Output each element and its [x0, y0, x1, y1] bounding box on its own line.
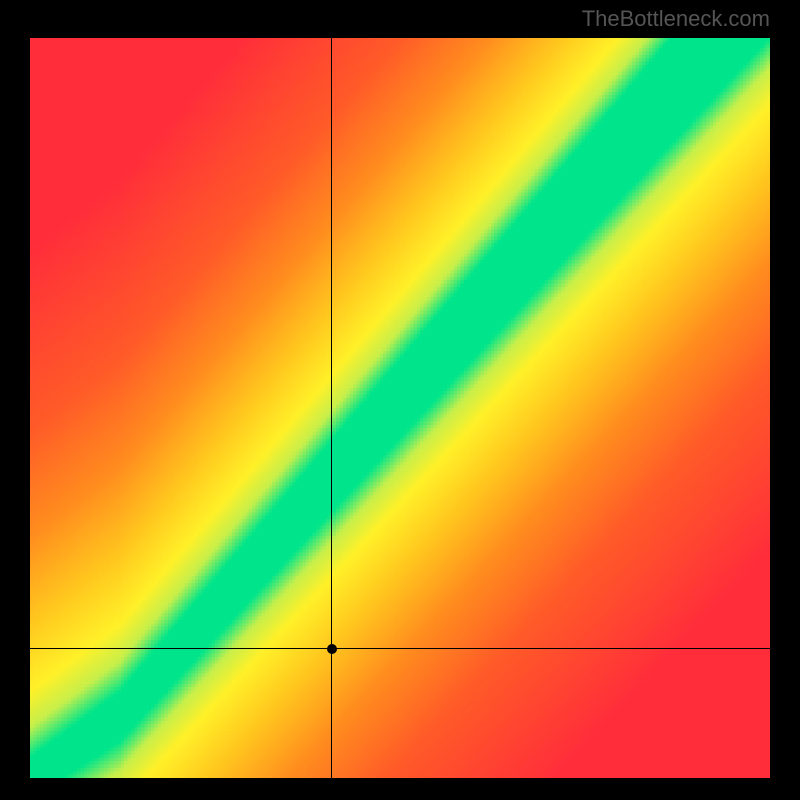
heatmap-canvas: [30, 38, 770, 778]
crosshair-vertical: [331, 38, 332, 778]
crosshair-horizontal: [30, 648, 770, 649]
watermark-text: TheBottleneck.com: [582, 6, 770, 32]
selection-marker-dot: [327, 644, 337, 654]
root: TheBottleneck.com: [0, 0, 800, 800]
heatmap-plot: [30, 38, 770, 778]
